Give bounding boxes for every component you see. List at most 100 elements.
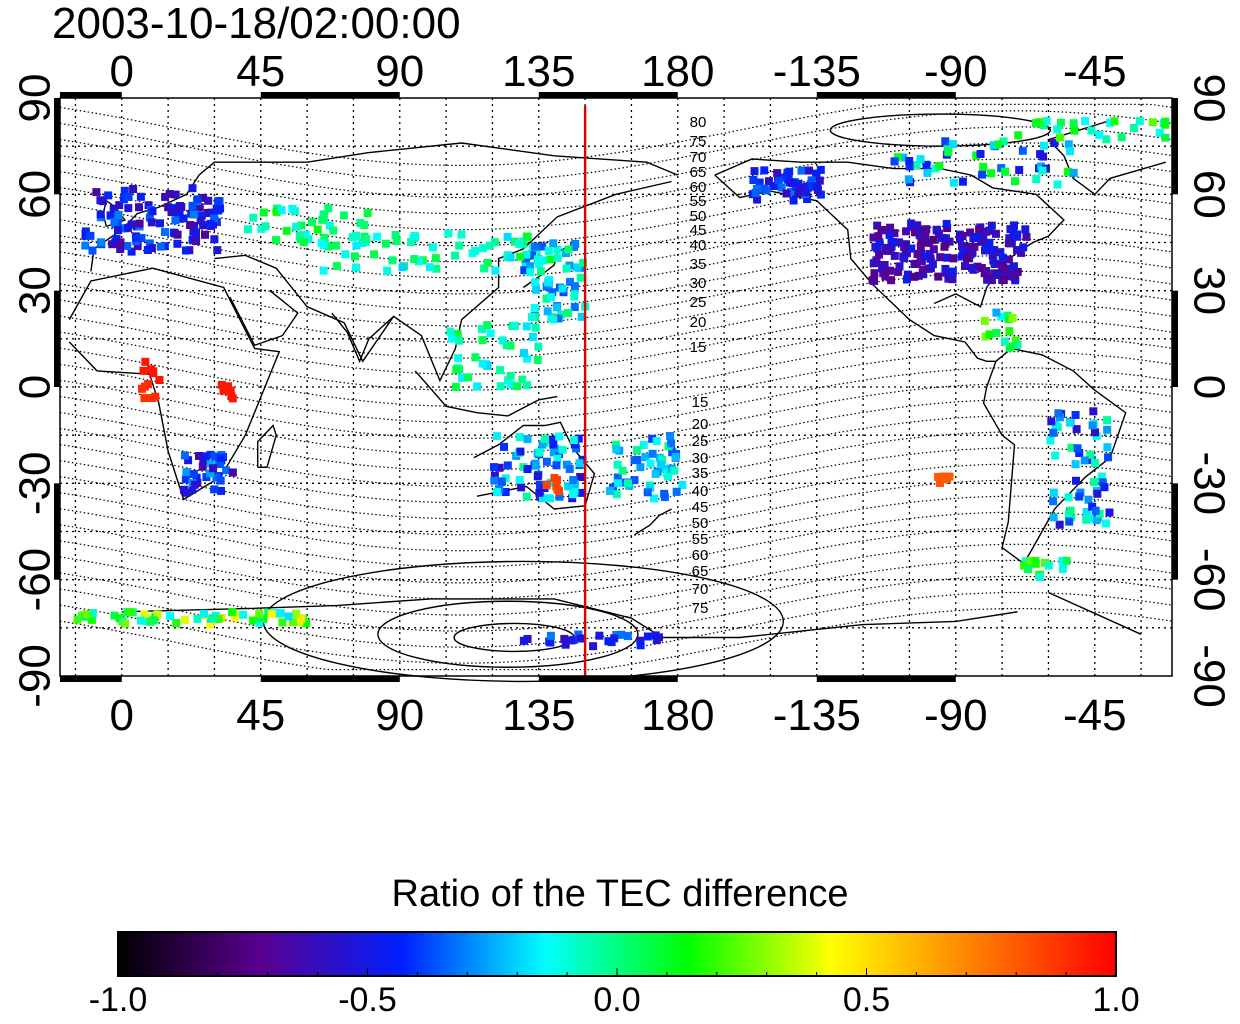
tec-pixel [571, 440, 579, 449]
tec-pixel [1040, 141, 1048, 150]
tec-pixel [1058, 556, 1067, 565]
tec-pixel [914, 271, 923, 280]
tec-pixel [446, 327, 455, 336]
tec-pixel [579, 258, 588, 267]
tec-pixel [288, 204, 297, 213]
tec-pixel [255, 619, 264, 627]
tec-pixel [890, 157, 899, 166]
tec-pixel [522, 492, 531, 501]
mag-contour [59, 527, 1173, 600]
tec-pixel [1037, 162, 1045, 171]
tec-pixel [918, 265, 927, 274]
tec-pixel [1067, 443, 1076, 452]
mag-contour [59, 254, 1173, 327]
tec-pixel [1005, 234, 1014, 243]
tec-pixel [543, 307, 552, 316]
tec-pixel [1055, 520, 1064, 529]
tec-pixel [534, 342, 543, 351]
tec-pixel [643, 488, 652, 497]
tec-pixel [339, 211, 348, 220]
tec-pixel [121, 619, 130, 628]
tec-pixel [124, 193, 133, 201]
tec-pixel [519, 463, 528, 472]
mag-contour [59, 463, 1173, 536]
top-lon-label: 180 [641, 47, 714, 96]
tec-pixel [988, 251, 997, 260]
tec-pixel [478, 336, 487, 345]
tec-pixel [554, 314, 563, 323]
tec-pixel [144, 201, 153, 210]
contour-label: 55 [690, 193, 707, 210]
tec-pixel [206, 219, 215, 228]
tec-pixel [180, 451, 189, 460]
tec-pixel [272, 236, 281, 245]
left-lat-label: 60 [11, 170, 60, 219]
tec-pixel [149, 616, 158, 625]
tec-pixel [1103, 443, 1112, 452]
tec-pixel [1009, 262, 1018, 271]
tec-pixel [1130, 124, 1138, 132]
tec-pixel [261, 222, 270, 231]
tec-pixel [506, 253, 515, 262]
tec-pixel [192, 237, 201, 245]
coastline [331, 312, 395, 364]
tec-pixel [1053, 180, 1062, 189]
tec-pixel [1090, 477, 1099, 486]
tec-pixel [282, 226, 291, 235]
tec-pixel [1014, 131, 1023, 140]
tec-pixel [555, 450, 563, 458]
tec-pixel [521, 259, 530, 268]
tec-pixel [999, 270, 1008, 279]
tec-pixel [1066, 147, 1074, 156]
tec-pixel [978, 170, 987, 179]
tec-pixel [1091, 506, 1100, 515]
south-pole-oval-mid [377, 600, 639, 668]
tec-pixel [987, 245, 996, 254]
tec-pixel [143, 246, 152, 254]
tec-pixel [161, 192, 170, 201]
tec-pixel [451, 251, 459, 260]
contour-label: 45 [690, 222, 707, 239]
tec-pixel [535, 488, 544, 497]
tec-pixel [506, 371, 515, 380]
tec-pixel [249, 213, 258, 222]
tec-pixel [210, 485, 219, 494]
tec-pixel [96, 210, 105, 219]
contour-label: 70 [690, 149, 707, 166]
tec-pixel [295, 232, 304, 240]
right-lat-label: 90 [1184, 74, 1233, 123]
tec-pixel [516, 252, 525, 261]
tec-pixel [1075, 492, 1084, 501]
tec-pixel [181, 475, 190, 484]
tec-pixel [968, 263, 976, 272]
tec-pixel [362, 235, 371, 244]
tec-pixel [570, 480, 579, 489]
tec-pixel [535, 448, 544, 457]
tec-pixel [239, 610, 248, 619]
tec-pixel [929, 245, 938, 254]
tec-pixel [471, 353, 480, 362]
tec-pixel [870, 269, 879, 278]
tec-pixel [570, 292, 579, 301]
coastline [714, 158, 1065, 308]
tec-pixel [206, 620, 215, 629]
tec-pixel [533, 355, 542, 364]
tec-pixel [277, 206, 286, 215]
tec-pixel [542, 294, 551, 303]
top-lon-label: 90 [375, 47, 424, 96]
tec-pixel [751, 189, 760, 197]
tec-pixel [497, 477, 506, 486]
tec-pixel [147, 218, 156, 227]
tec-pixel [284, 612, 293, 621]
tec-pixel [574, 434, 583, 443]
tec-pixel [156, 219, 164, 228]
mag-contour [59, 142, 1173, 215]
tec-pixel [678, 481, 687, 489]
tec-pixel [755, 178, 764, 187]
tec-pixel [905, 162, 914, 171]
tec-pixel [881, 243, 890, 252]
tec-pixel [126, 608, 135, 617]
tec-pixel [889, 238, 898, 246]
tec-pixel [612, 445, 621, 454]
tec-pixel [195, 452, 203, 460]
